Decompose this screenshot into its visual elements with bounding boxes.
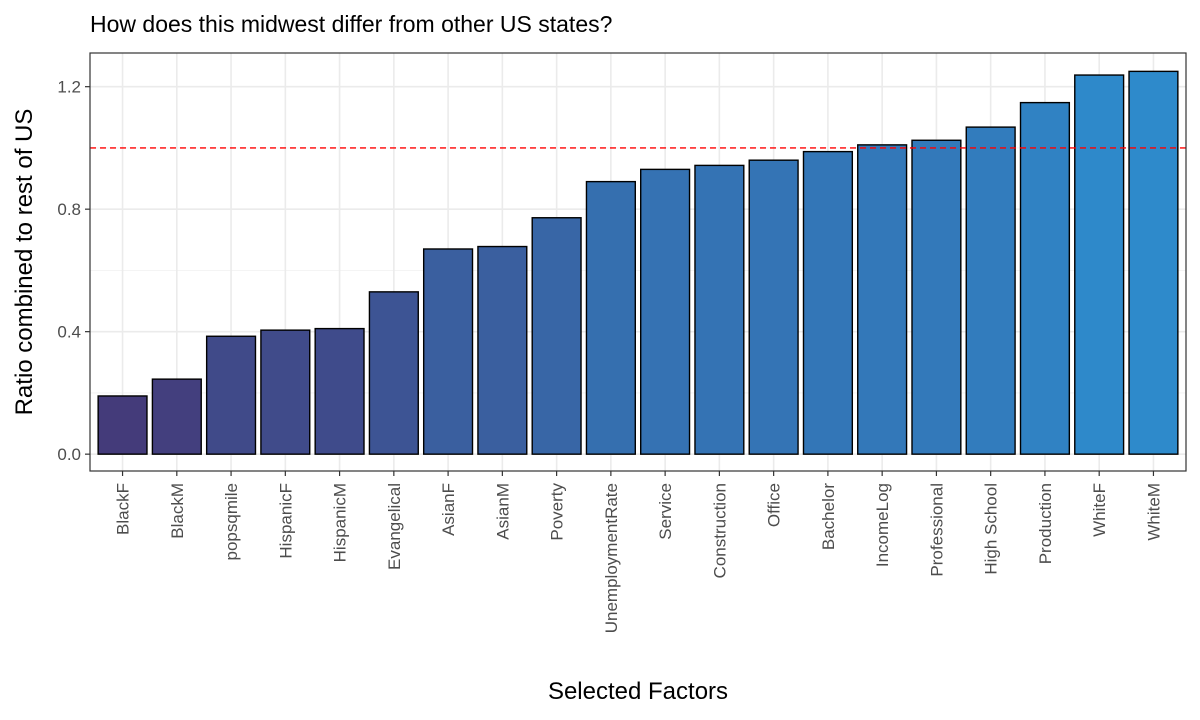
- bar-asianf: [422, 248, 474, 455]
- bar-hispanicf: [260, 329, 311, 455]
- bar-production: [1019, 101, 1071, 455]
- x-tick-label: BlackM: [168, 483, 187, 539]
- x-tick-label: BlackF: [114, 483, 133, 535]
- bar-construction: [694, 164, 745, 455]
- y-tick-label: 0.4: [57, 323, 81, 342]
- y-tick-label: 0.8: [57, 200, 81, 219]
- bar-blackm: [151, 378, 202, 455]
- chart-title: How does this midwest differ from other …: [90, 11, 612, 37]
- bar-blackf: [97, 395, 148, 455]
- bars: [97, 70, 1179, 455]
- x-tick-label: Production: [1036, 483, 1055, 564]
- bar-service: [640, 168, 691, 455]
- bar-professional: [911, 139, 962, 455]
- y-tick-label: 1.2: [57, 78, 81, 97]
- x-tick-label: Poverty: [548, 483, 567, 541]
- bar-evangelical: [368, 291, 419, 455]
- bar-office: [748, 159, 799, 455]
- bar-whitef: [1074, 74, 1125, 455]
- bar-poverty: [531, 217, 582, 455]
- x-tick-label: HispanicF: [276, 483, 295, 559]
- x-tick-label: High School: [982, 483, 1001, 575]
- x-tick-label: Construction: [710, 483, 729, 578]
- x-axis: BlackF BlackM popsqmile HispanicF HispanicM E…: [114, 471, 1163, 633]
- panel-border: [89, 52, 1187, 472]
- x-tick-label: HispanicM: [331, 483, 350, 562]
- x-tick-label: Professional: [927, 483, 946, 577]
- bar-high-school: [965, 126, 1016, 455]
- y-tick-label: 0.0: [57, 445, 81, 464]
- bar-unemploymentrate: [585, 180, 636, 455]
- y-axis-title: Ratio combined to rest of US: [11, 109, 38, 416]
- bar-whitem: [1128, 70, 1179, 455]
- x-tick-label: AsianF: [439, 483, 458, 536]
- x-axis-title: Selected Factors: [548, 678, 728, 705]
- x-tick-label: AsianM: [493, 483, 512, 540]
- x-tick-label: IncomeLog: [873, 483, 892, 567]
- x-tick-label: WhiteF: [1090, 483, 1109, 537]
- bar-popsqmile: [205, 335, 257, 455]
- bar-incomelog: [857, 144, 908, 455]
- x-tick-label: Service: [656, 483, 675, 540]
- bar-hispanicm: [314, 327, 365, 455]
- x-tick-label: UnemploymentRate: [602, 483, 621, 633]
- x-tick-label: popsqmile: [222, 483, 241, 561]
- x-tick-label: WhiteM: [1144, 483, 1163, 541]
- x-tick-label: Bachelor: [819, 483, 838, 550]
- y-axis: 0.0 0.4 0.8 1.2: [57, 78, 90, 464]
- x-tick-label: Evangelical: [385, 483, 404, 570]
- bar-asianm: [477, 245, 528, 455]
- x-tick-label: Office: [765, 483, 784, 527]
- bar-bachelor: [802, 150, 854, 455]
